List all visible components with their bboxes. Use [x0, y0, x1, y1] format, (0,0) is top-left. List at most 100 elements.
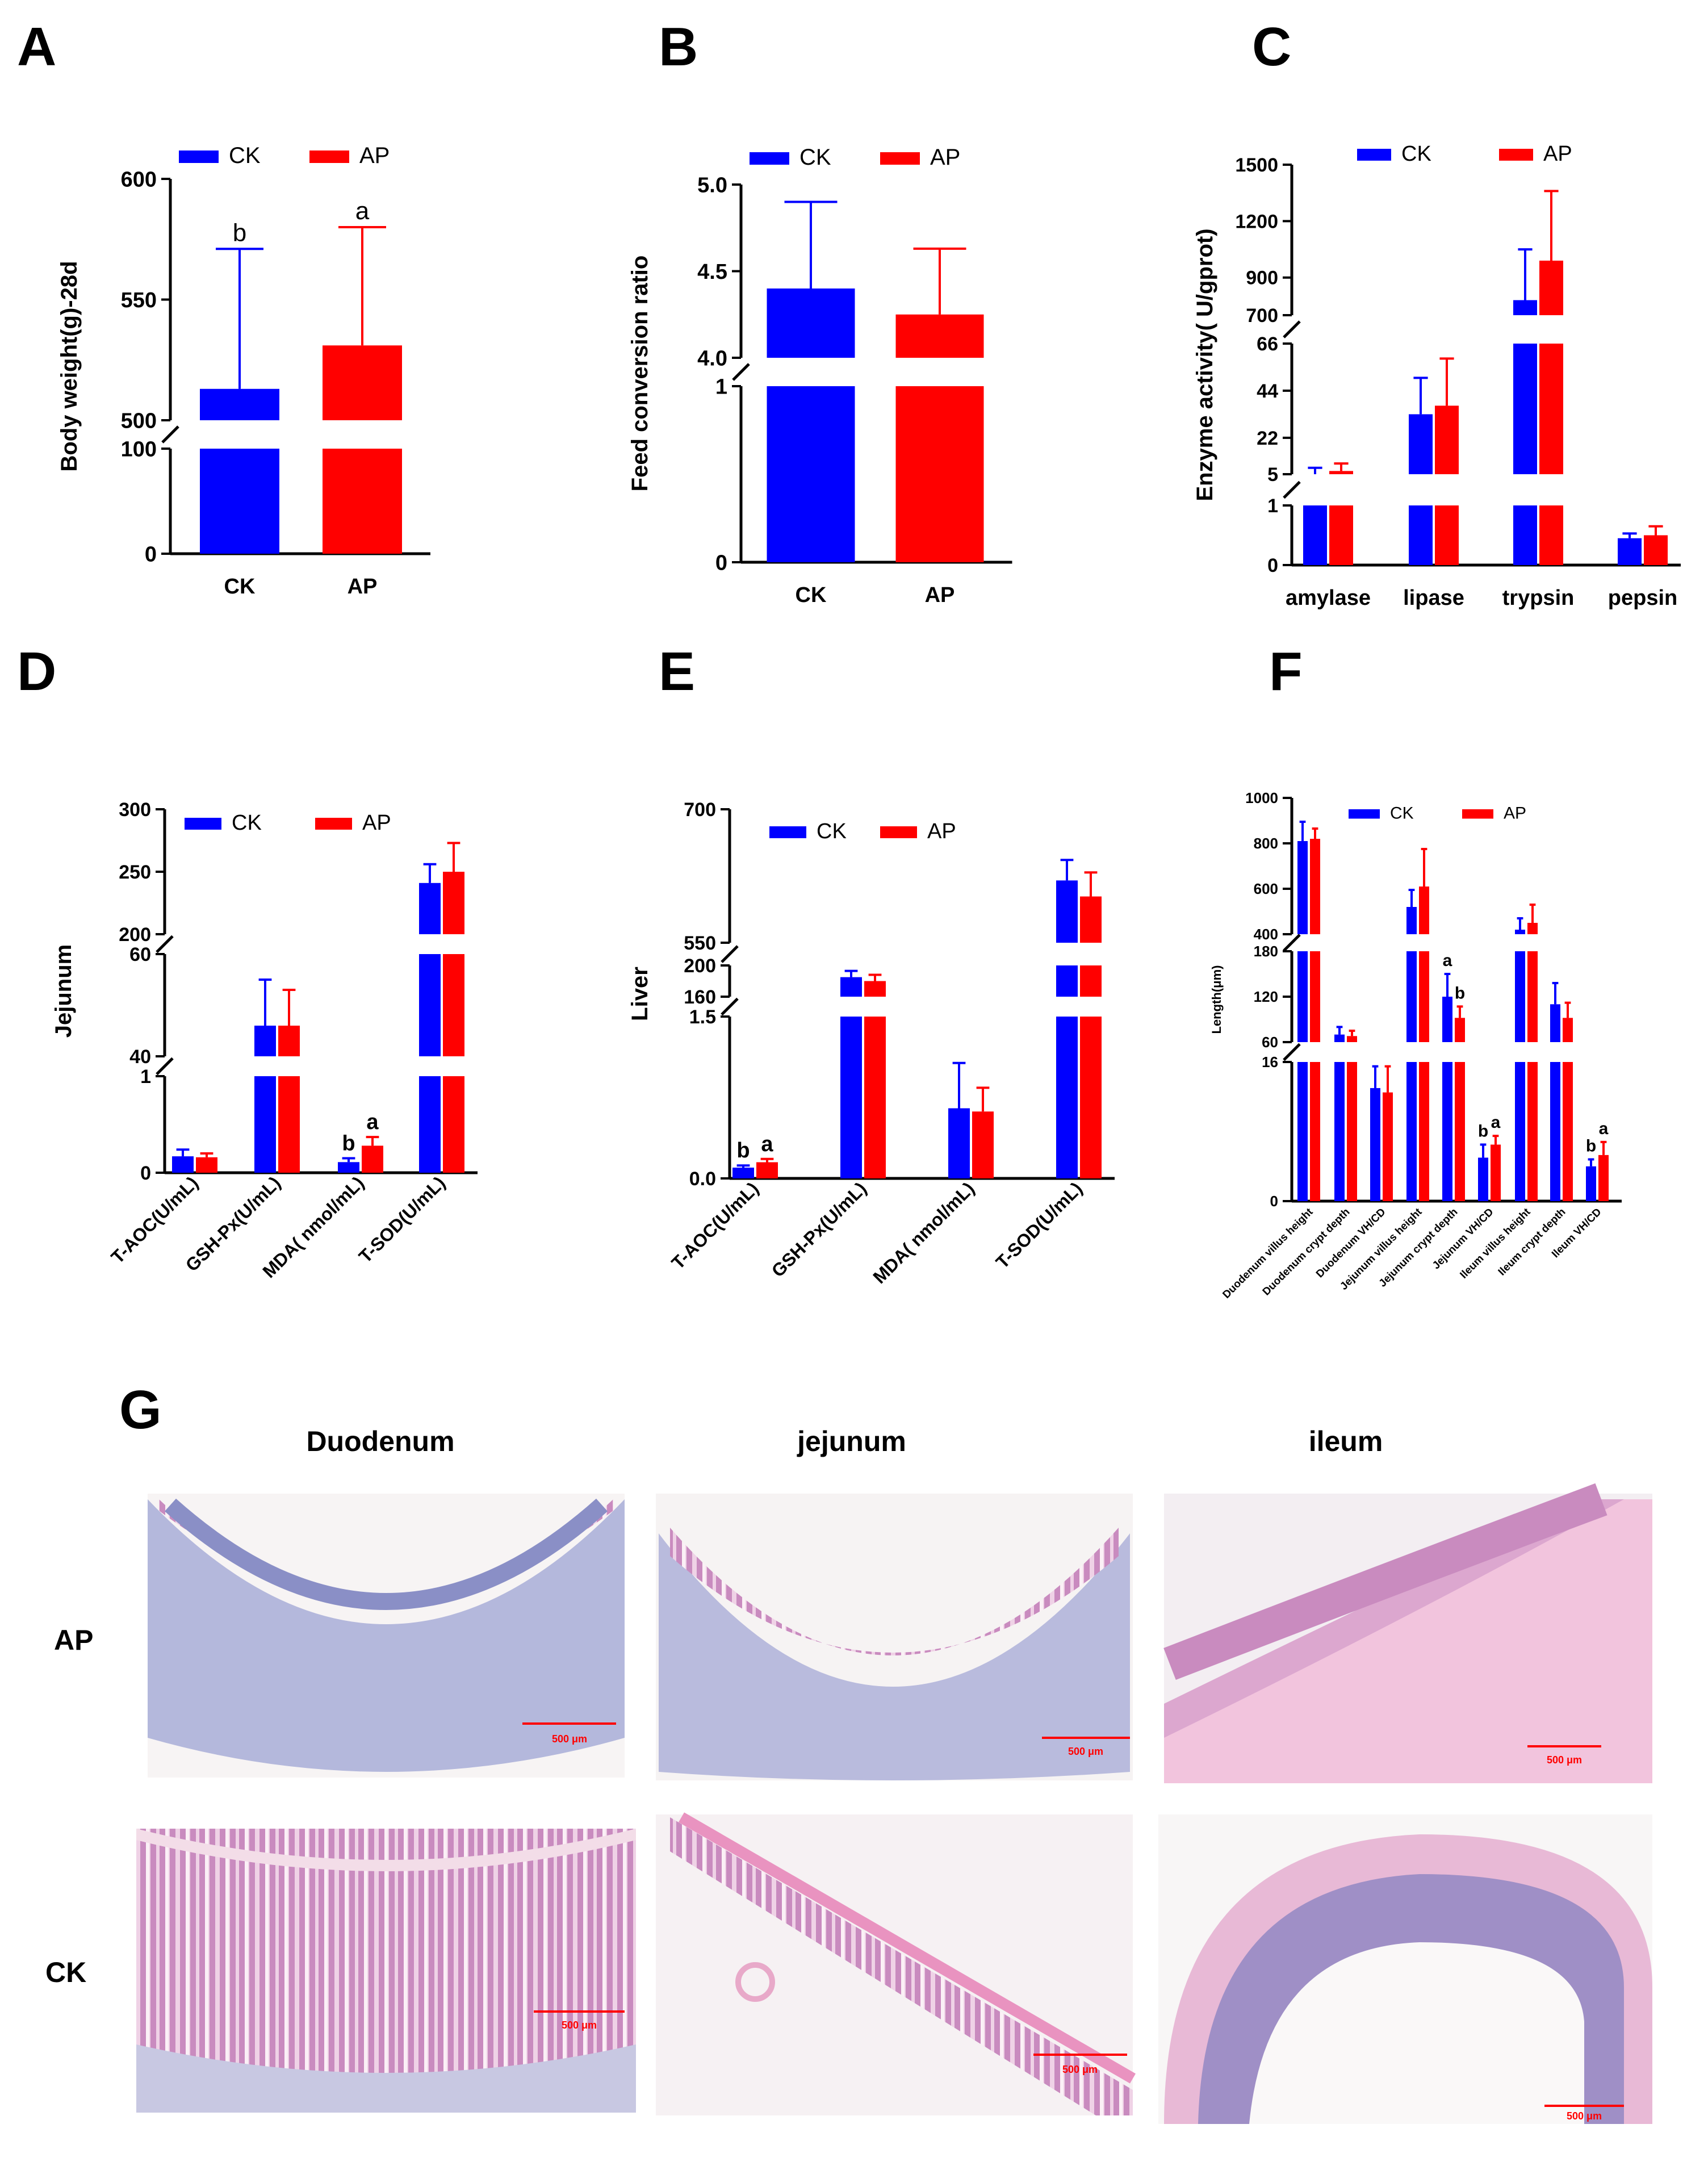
bar-ap — [278, 1026, 300, 1056]
y-tick-label: 0 — [1267, 555, 1278, 576]
bar-ck — [840, 977, 862, 997]
histology-panel: Duodenum jejunum ileum AP CK 500 μm 500 … — [45, 1425, 1652, 2124]
legend-swatch-ap — [315, 818, 352, 830]
panel-letter-d: D — [17, 641, 56, 702]
bar-ap — [1310, 1062, 1320, 1201]
legend-label-ap: AP — [1504, 804, 1526, 823]
micrograph-ck-jejunum — [656, 1812, 1136, 2115]
x-tick-label: Ileum crypt depth — [1496, 1206, 1568, 1278]
panel-letter-c: C — [1252, 16, 1291, 77]
legend-swatch-ck — [1357, 149, 1391, 161]
bar-ap — [1419, 951, 1429, 1042]
bar-ap — [864, 981, 886, 997]
axis-break-mark — [721, 997, 739, 1016]
bar-ck — [1370, 1088, 1380, 1201]
bar-ck — [1442, 1062, 1452, 1201]
legend-swatch-ap — [880, 152, 920, 165]
axis-break-mark — [156, 1057, 174, 1076]
x-tick-label: pepsin — [1608, 586, 1677, 610]
histology-column-duodenum: Duodenum — [306, 1425, 454, 1457]
axis-break-mark — [161, 425, 179, 444]
bar-ap — [1455, 1062, 1465, 1201]
bar-ck — [1513, 300, 1537, 315]
bar-ap — [1563, 1062, 1573, 1201]
x-tick-label: Jejunum VH/CD — [1430, 1206, 1496, 1272]
bar-ap — [1527, 923, 1538, 934]
scale-bar-label-ck-ileum: 500 μm — [1567, 2110, 1602, 2122]
panel-letter-a: A — [17, 16, 56, 77]
y-tick-label: 120 — [1254, 988, 1278, 1005]
legend-swatch-ck — [1349, 809, 1380, 819]
bar-ck — [1550, 1062, 1560, 1201]
micrograph-ap-ileum — [1163, 1483, 1652, 1783]
micrograph-ap-jejunum — [656, 1494, 1133, 1780]
bar-ck — [200, 449, 279, 554]
bar-ap — [864, 1017, 886, 1178]
bar-ap — [443, 1076, 464, 1173]
y-tick-label: 1500 — [1235, 154, 1278, 176]
bar-ap — [1539, 505, 1563, 565]
bar-ap — [1080, 965, 1102, 997]
significance-letter: b — [1478, 1122, 1488, 1140]
y-tick-label: 550 — [684, 933, 716, 954]
y-tick-label: 400 — [1254, 926, 1278, 943]
significance-letter: b — [1455, 984, 1465, 1002]
bar-ap — [1539, 260, 1563, 315]
legend-swatch-ap — [1499, 149, 1533, 161]
panel-letter-e: E — [659, 641, 695, 702]
bar-ap — [1455, 1018, 1465, 1042]
bar-ap — [1491, 1144, 1501, 1201]
bar-ck — [419, 883, 441, 934]
y-tick-label: 60 — [1262, 1034, 1278, 1051]
bar-ck — [1515, 1062, 1525, 1201]
y-tick-label: 0 — [140, 1163, 151, 1184]
bar-ap — [1435, 505, 1459, 565]
significance-letter: b — [736, 1139, 750, 1163]
bar-ck — [1334, 1062, 1345, 1201]
bar-ck — [1406, 951, 1417, 1042]
bar-ap — [972, 1111, 994, 1178]
y-tick-label: 0 — [145, 542, 157, 566]
y-tick-label: 16 — [1262, 1053, 1278, 1071]
y-tick-label: 22 — [1257, 428, 1278, 449]
bar-ap — [1329, 471, 1353, 474]
significance-letter: a — [366, 1110, 379, 1134]
y-tick-label: 600 — [121, 168, 157, 191]
legend-swatch-ck — [185, 818, 221, 830]
micrograph-ap-duodenum — [148, 1494, 625, 1778]
bar-ck — [1406, 1062, 1417, 1201]
scale-bar-label-ap-ileum: 500 μm — [1547, 1754, 1582, 1766]
x-tick-label: lipase — [1403, 586, 1464, 610]
y-tick-label: 4.0 — [697, 346, 727, 370]
bar-ap — [1419, 887, 1429, 934]
legend-label-ck: CK — [232, 811, 262, 835]
significance-letter: a — [1491, 1113, 1501, 1132]
y-axis-label: Length(μm) — [1209, 965, 1224, 1034]
bar-ap — [1644, 535, 1668, 565]
legend-label-ap: AP — [1543, 142, 1572, 166]
scale-bar-label-ap-duodenum: 500 μm — [552, 1733, 587, 1745]
x-tick-label: MDA( nmol/mL) — [869, 1178, 978, 1287]
y-axis-label: Feed conversion ratio — [627, 256, 652, 492]
bar-ck — [767, 288, 855, 358]
bar-ap — [1080, 1017, 1102, 1178]
bar-ap — [1539, 344, 1563, 474]
bar-ap — [756, 1162, 778, 1178]
y-tick-label: 800 — [1254, 835, 1278, 852]
bar-ck — [1513, 505, 1537, 565]
bar-ck — [1334, 1034, 1345, 1042]
axis-break-mark — [1283, 1043, 1301, 1061]
bar-ap — [362, 1145, 383, 1173]
bar-ap — [1310, 839, 1320, 934]
bar-ck — [1056, 965, 1078, 997]
bar-ck — [948, 1108, 970, 1178]
bar-ap — [323, 345, 402, 420]
y-tick-label: 700 — [1246, 305, 1278, 327]
bar-ck — [1515, 930, 1525, 934]
y-tick-label: 700 — [684, 799, 716, 821]
bar-ap — [278, 1076, 300, 1173]
bar-ap — [895, 314, 984, 358]
chart-b: 0 1 4.0 4.5 5.0 Feed conversion ratio CK AP CK AP — [627, 145, 1012, 607]
micrograph-ck-duodenum — [136, 1829, 636, 2113]
